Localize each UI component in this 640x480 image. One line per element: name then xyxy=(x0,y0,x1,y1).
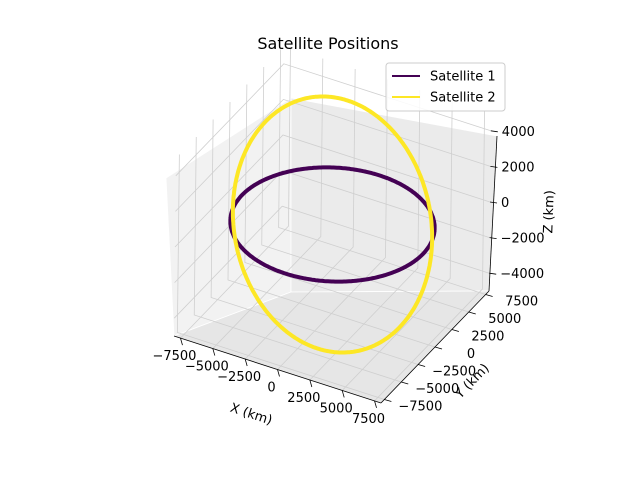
x-tick-label: 0 xyxy=(267,381,275,396)
x-gridline xyxy=(180,48,291,339)
x-tick-mark xyxy=(309,379,313,388)
y-gridline xyxy=(193,136,402,383)
y-gridline xyxy=(227,101,436,348)
z-tick-label: 4000 xyxy=(502,125,535,140)
z-axis-label: Z (km) xyxy=(541,190,558,234)
z-tick-mark xyxy=(489,237,497,239)
z-gridline xyxy=(174,170,490,283)
z-tick-mark xyxy=(489,201,498,204)
x-tick-label: 2500 xyxy=(287,391,320,406)
y-tick-label: 5000 xyxy=(488,312,521,327)
x-tick-mark xyxy=(341,390,345,398)
y-tick-mark xyxy=(485,294,493,297)
y-tick-label: 0 xyxy=(467,347,475,362)
y-tick-mark xyxy=(401,381,409,385)
x-gridline xyxy=(374,110,485,402)
legend: Satellite 1 Satellite 2 xyxy=(385,62,506,112)
y-tick-label: −2500 xyxy=(432,365,476,380)
y-gridline xyxy=(244,84,452,330)
series-line-satellite-1 xyxy=(228,165,437,284)
x-tick-label: −5000 xyxy=(185,360,229,375)
legend-label-satellite-1: Satellite 1 xyxy=(430,70,496,85)
series-line-satellite-2 xyxy=(230,94,435,355)
x-tick-label: 5000 xyxy=(320,401,353,416)
x-gridline xyxy=(309,89,421,381)
y-tick-label: −5000 xyxy=(415,382,459,397)
x-gridline xyxy=(277,79,388,370)
y-tick-mark xyxy=(468,311,476,315)
y-tick-label: 7500 xyxy=(505,295,538,310)
legend-label-satellite-2: Satellite 2 xyxy=(430,91,496,106)
z-tick-label: −2000 xyxy=(501,232,545,247)
series-layer xyxy=(228,94,437,355)
x-tick-label: −7500 xyxy=(152,349,196,364)
y-gridline xyxy=(176,154,385,400)
y-tick-label: 2500 xyxy=(471,330,504,345)
z-tick-label: −4000 xyxy=(500,267,544,282)
y-tick-label: −7500 xyxy=(398,400,442,415)
z-gridline xyxy=(175,98,491,212)
y-tick-mark xyxy=(384,399,392,402)
x-tick-label: 7500 xyxy=(352,412,385,427)
x-gridline xyxy=(212,58,324,349)
x-tick-mark xyxy=(180,337,183,346)
z-axis-line xyxy=(488,135,498,292)
z-gridline xyxy=(173,205,490,319)
z-tick-label: 2000 xyxy=(501,160,534,175)
x-tick-mark xyxy=(374,400,377,409)
y-tick-mark xyxy=(434,346,443,350)
z-tick-label: 0 xyxy=(501,196,509,211)
x-tick-mark xyxy=(212,348,216,356)
x-tick-mark xyxy=(277,369,280,377)
x-gridline xyxy=(341,100,453,391)
y-tick-mark xyxy=(451,329,459,332)
z-tick-mark xyxy=(490,166,498,168)
z-tick-mark xyxy=(490,130,498,133)
chart-title: Satellite Positions xyxy=(257,34,398,53)
x-tick-label: −2500 xyxy=(217,370,261,385)
z-tick-mark xyxy=(489,272,497,275)
y-tick-mark xyxy=(418,364,426,367)
x-gridline xyxy=(244,69,356,360)
tick-marks: −7500−5000−25000250050007500−7500−5000−2… xyxy=(152,125,544,427)
x-tick-mark xyxy=(244,358,248,367)
y-gridline xyxy=(210,119,419,365)
